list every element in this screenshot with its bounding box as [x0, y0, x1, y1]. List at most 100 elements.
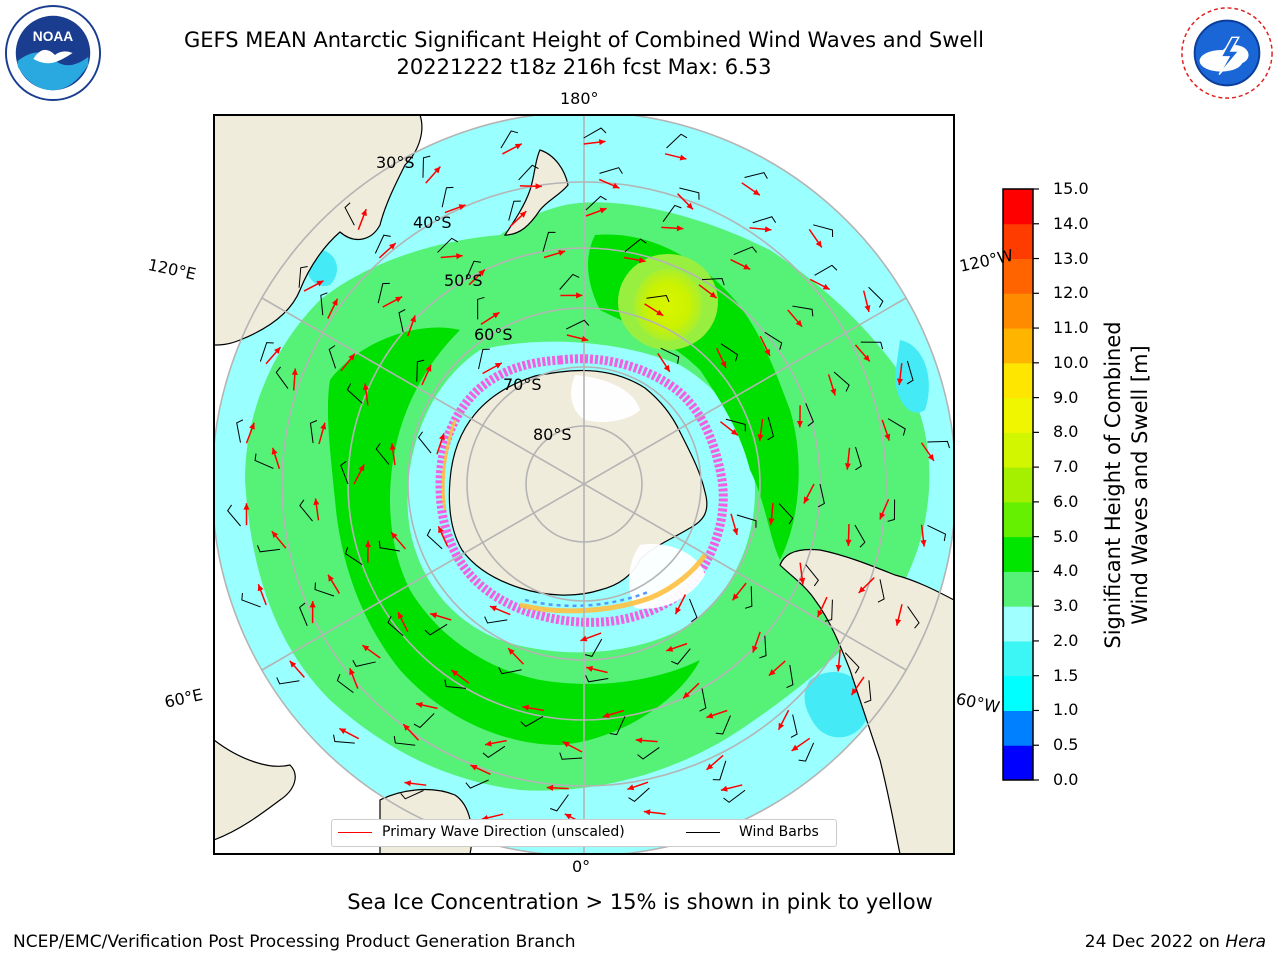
wind-barb	[767, 416, 775, 441]
wave-arrow-head	[706, 712, 714, 719]
wave-arrow-head	[249, 422, 255, 430]
wind-barb	[790, 714, 798, 738]
wind-barb	[585, 675, 609, 683]
wave-arrow-head	[720, 785, 728, 792]
wind-barb	[393, 735, 416, 746]
wave-arrow-head	[433, 166, 441, 174]
wave-arrow-head	[309, 601, 316, 608]
wind-barb	[333, 734, 355, 744]
colorbar-tick-label: 15.0	[1053, 179, 1089, 198]
colorbar-band	[1003, 258, 1033, 294]
wave-arrow-head	[768, 518, 775, 525]
wave-arrow-head	[274, 347, 281, 354]
map-border	[213, 114, 955, 855]
legend-wind-swatch	[686, 832, 720, 833]
colorbar-tick-label: 1.5	[1053, 665, 1079, 685]
colorbar-band	[1003, 745, 1033, 781]
wave-arrow-head	[895, 618, 902, 626]
wave-arrow-head	[271, 531, 279, 538]
wind-barb	[400, 790, 424, 800]
colorbar-tick-label: 8.0	[1053, 422, 1079, 442]
wind-barb	[637, 747, 660, 760]
wave-arrow-head	[522, 704, 530, 711]
wave-arrow-head	[546, 784, 554, 791]
wave-arrow-head	[791, 744, 799, 751]
map-subtitle: 20221222 t18z 216h fcst Max: 6.53	[396, 55, 772, 79]
wave-arrow-head	[709, 291, 717, 299]
wind-barb	[320, 292, 328, 316]
wind-barb	[745, 586, 753, 609]
wave-arrow-head	[562, 741, 570, 748]
map-title: GEFS MEAN Antarctic Significant Height o…	[183, 28, 985, 52]
wave-arrow-head	[679, 154, 687, 161]
wave-arrow-head	[884, 433, 891, 441]
wind-barb	[374, 234, 391, 254]
wave-arrow-head	[289, 660, 297, 668]
wave-arrow-head	[686, 202, 694, 210]
wind-barb	[733, 246, 757, 256]
wave-arrow-head	[362, 645, 370, 652]
wave-arrow-head	[586, 665, 594, 672]
wave-arrow-head	[580, 635, 588, 642]
wave-arrow-head	[764, 226, 772, 233]
wave-arrow-head	[478, 269, 485, 277]
wind-barb	[314, 582, 335, 597]
wave-arrow-head	[844, 463, 851, 470]
australia	[214, 115, 423, 346]
wind-barb	[478, 348, 490, 370]
wave-arrow-head	[817, 610, 824, 618]
noaa-logo-text: NOAA	[33, 29, 73, 44]
wave-arrow-head	[720, 360, 727, 368]
colorbar-band	[1003, 675, 1033, 711]
wind-barb	[844, 652, 860, 674]
colorbar-band	[1003, 223, 1033, 260]
wind-barb	[309, 420, 318, 444]
lon-label-0: 0°	[572, 857, 591, 876]
wind-barb	[744, 172, 768, 179]
wave-arrow-head	[864, 305, 871, 312]
wave-arrow-head	[815, 240, 822, 248]
nws-logo	[1179, 5, 1275, 101]
lat-label-70s: 70°S	[503, 375, 542, 394]
colorbar-tick-label: 10.0	[1053, 352, 1089, 372]
wave-arrow-head	[391, 532, 398, 540]
wave-arrow-head	[348, 353, 355, 361]
wind-barb	[662, 204, 682, 222]
wind-barb	[712, 760, 727, 781]
sea-ice-caption: Sea Ice Concentration > 15% is shown in …	[347, 890, 933, 914]
wave-arrow-head	[492, 312, 500, 319]
wind-barb	[259, 342, 274, 362]
wind-barb	[805, 403, 814, 427]
wind-barb	[824, 599, 833, 622]
lat-label-80s: 80°S	[533, 425, 572, 444]
wind-barb	[666, 133, 688, 149]
wave-arrow-head	[576, 292, 583, 299]
wave-arrow-head	[863, 354, 870, 362]
wave-arrow-head	[858, 586, 866, 594]
wind-barb	[422, 155, 431, 178]
colorbar-band	[1003, 432, 1033, 468]
wave-arrow-head	[795, 319, 803, 327]
wind-barb	[542, 231, 556, 252]
colorbar-band	[1003, 362, 1033, 399]
wind-barb	[465, 260, 481, 280]
colorbar-tick-label: 9.0	[1053, 387, 1079, 407]
colorbar-band	[1003, 328, 1033, 364]
wind-barb	[520, 715, 544, 728]
wind-barb	[583, 127, 607, 139]
wind-barb	[559, 752, 583, 760]
wind-barb	[566, 319, 590, 330]
wave-arrow-head	[558, 250, 566, 256]
wave-arrow-head	[598, 139, 606, 146]
wind-barb	[340, 460, 349, 485]
wind-barb	[786, 664, 794, 689]
wave-low-pocket-east	[804, 672, 869, 738]
wave-arrow-head	[388, 243, 396, 250]
wave-arrow-head	[514, 143, 522, 150]
wave-arrow-head	[339, 728, 347, 735]
wave-arrow-head	[706, 763, 714, 770]
wind-barb	[646, 294, 670, 303]
wind-barb	[236, 419, 244, 443]
wave-arrow-head	[676, 225, 684, 232]
